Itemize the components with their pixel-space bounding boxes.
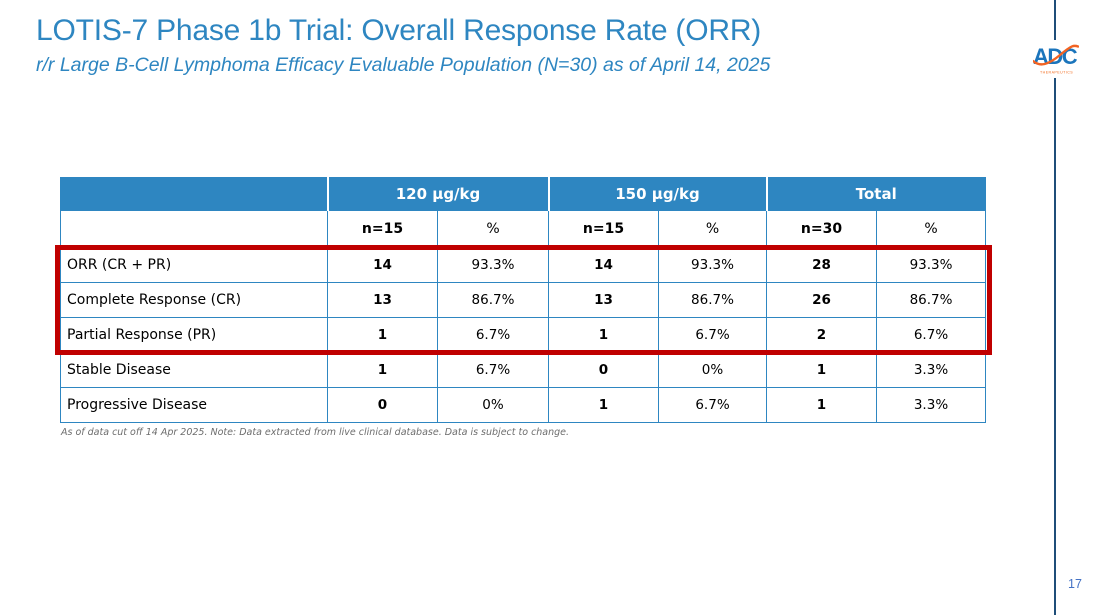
sub-header-n15-b: n=15 <box>548 210 659 248</box>
column-group-120ugkg: 120 μg/kg <box>326 177 549 211</box>
adc-therapeutics-logo: ADC THERAPEUTICS <box>1031 40 1081 78</box>
page-title: LOTIS-7 Phase 1b Trial: Overall Response… <box>36 14 762 47</box>
right-accent-line <box>1054 0 1056 615</box>
sub-header-pct-total: % <box>875 210 987 248</box>
orr-results-table: 120 μg/kg 150 μg/kg Total n=15 % n=15 % … <box>60 177 987 423</box>
group-header-row: 120 μg/kg 150 μg/kg Total <box>60 177 987 211</box>
table-row: Partial Response (PR) 1 6.7% 1 6.7% 2 6.7% <box>60 317 987 353</box>
table-body: ORR (CR + PR) 14 93.3% 14 93.3% 28 93.3% Comple… <box>60 247 987 423</box>
percent-cell: 3.3% <box>875 352 987 388</box>
percent-cell: 93.3% <box>437 247 549 283</box>
percent-cell: 6.7% <box>658 387 767 423</box>
row-label: Complete Response (CR) <box>60 282 328 318</box>
page-subtitle: r/r Large B-Cell Lymphoma Efficacy Evalu… <box>36 54 771 76</box>
count-cell: 26 <box>766 282 877 318</box>
adc-logo-icon: ADC THERAPEUTICS <box>1033 44 1079 75</box>
row-label: Progressive Disease <box>60 387 328 423</box>
count-cell: 0 <box>548 352 659 388</box>
count-cell: 1 <box>327 352 438 388</box>
column-group-150ugkg: 150 μg/kg <box>547 177 767 211</box>
corner-cell <box>60 177 328 211</box>
sub-header-n15-a: n=15 <box>327 210 438 248</box>
percent-cell: 86.7% <box>658 282 767 318</box>
count-cell: 0 <box>327 387 438 423</box>
percent-cell: 86.7% <box>875 282 987 318</box>
sub-header-pct-a: % <box>437 210 549 248</box>
page-number: 17 <box>1068 577 1082 591</box>
percent-cell: 0% <box>658 352 767 388</box>
sub-header-empty <box>60 210 328 248</box>
row-label: ORR (CR + PR) <box>60 247 328 283</box>
percent-cell: 6.7% <box>437 352 549 388</box>
svg-text:THERAPEUTICS: THERAPEUTICS <box>1040 71 1073 75</box>
percent-cell: 86.7% <box>437 282 549 318</box>
sub-header-n30: n=30 <box>766 210 877 248</box>
table-row: Progressive Disease 0 0% 1 6.7% 1 3.3% <box>60 387 987 423</box>
sub-header-row: n=15 % n=15 % n=30 % <box>60 210 987 248</box>
count-cell: 14 <box>548 247 659 283</box>
percent-cell: 6.7% <box>437 317 549 353</box>
count-cell: 1 <box>766 352 877 388</box>
count-cell: 1 <box>548 317 659 353</box>
column-group-total: Total <box>765 177 987 211</box>
percent-cell: 6.7% <box>875 317 987 353</box>
count-cell: 28 <box>766 247 877 283</box>
count-cell: 13 <box>327 282 438 318</box>
sub-header-pct-b: % <box>658 210 767 248</box>
percent-cell: 6.7% <box>658 317 767 353</box>
row-label: Partial Response (PR) <box>60 317 328 353</box>
percent-cell: 93.3% <box>658 247 767 283</box>
table-row: ORR (CR + PR) 14 93.3% 14 93.3% 28 93.3% <box>60 247 987 283</box>
footnote: As of data cut off 14 Apr 2025. Note: Da… <box>61 427 570 438</box>
table-row: Complete Response (CR) 13 86.7% 13 86.7% 26 86… <box>60 282 987 318</box>
count-cell: 1 <box>766 387 877 423</box>
count-cell: 2 <box>766 317 877 353</box>
percent-cell: 0% <box>437 387 549 423</box>
table-row: Stable Disease 1 6.7% 0 0% 1 3.3% <box>60 352 987 388</box>
count-cell: 13 <box>548 282 659 318</box>
percent-cell: 3.3% <box>875 387 987 423</box>
count-cell: 1 <box>327 317 438 353</box>
count-cell: 1 <box>548 387 659 423</box>
count-cell: 14 <box>327 247 438 283</box>
percent-cell: 93.3% <box>875 247 987 283</box>
row-label: Stable Disease <box>60 352 328 388</box>
